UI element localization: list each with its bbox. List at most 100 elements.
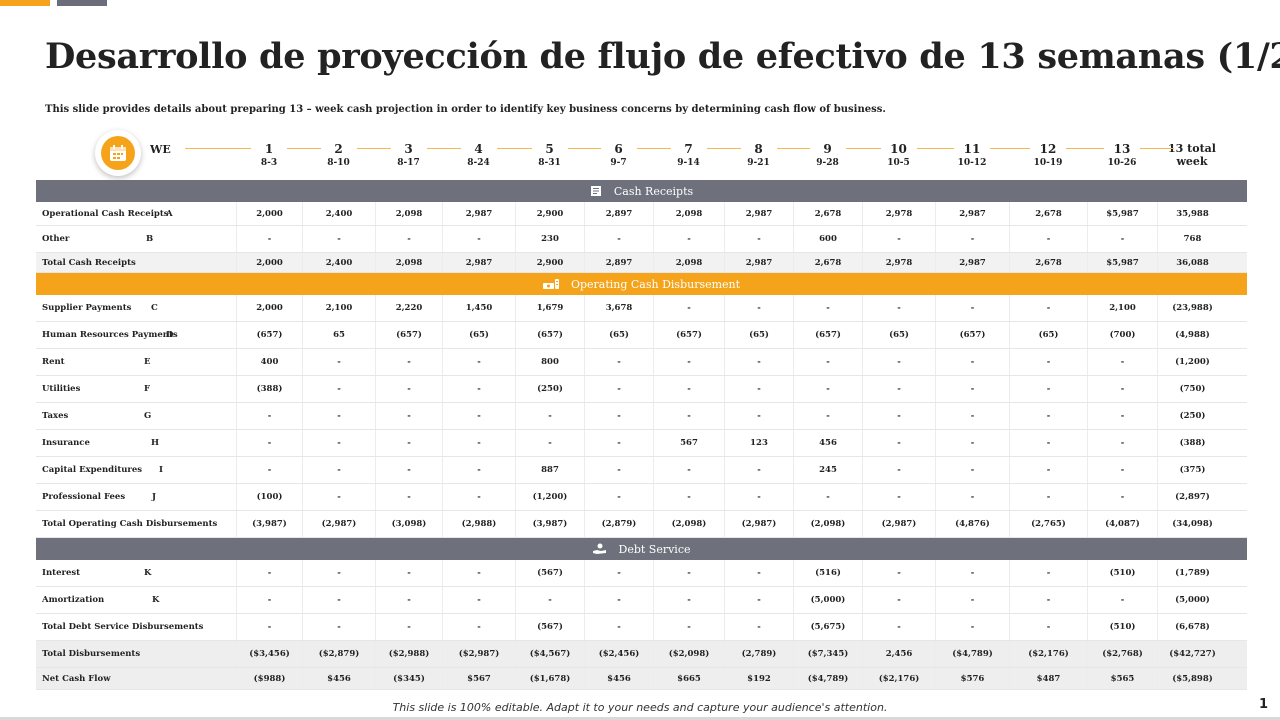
row-label: Net Cash Flow xyxy=(42,673,111,684)
table-cell: - xyxy=(1009,560,1087,586)
table-cell: ($2,879) xyxy=(302,641,375,667)
week-date: 8-31 xyxy=(538,158,561,168)
table-cell: - xyxy=(1087,484,1157,510)
table-cell: 2,678 xyxy=(1009,253,1087,272)
footer-note: This slide is 100% editable. Adapt it to… xyxy=(392,701,888,714)
week-col-5: 5 8-31 xyxy=(525,142,575,170)
table-cell: 123 xyxy=(724,430,793,456)
table-cell: - xyxy=(236,226,302,252)
table-cell: - xyxy=(302,560,375,586)
week-date: 9-21 xyxy=(747,158,770,168)
table-cell: (250) xyxy=(515,376,584,402)
row-label: Insurance xyxy=(42,438,90,448)
table-cell: - xyxy=(375,376,442,402)
table-cell: 2,100 xyxy=(1087,295,1157,321)
table-cell: (657) xyxy=(375,322,442,348)
table-cell: - xyxy=(584,376,653,402)
slide-subtitle: This slide provides details about prepar… xyxy=(45,104,886,115)
table-cell: - xyxy=(375,614,442,640)
table-cell: 2,098 xyxy=(653,202,724,225)
table-cell: 600 xyxy=(793,226,862,252)
table-cell: - xyxy=(935,614,1009,640)
table-cell: - xyxy=(584,587,653,613)
row-label: Rent xyxy=(42,357,65,367)
week-number: 12 xyxy=(1039,142,1057,156)
table-cell: - xyxy=(1087,376,1157,402)
table-cell: - xyxy=(862,295,935,321)
week-number: 6 xyxy=(614,142,623,156)
table-cell: - xyxy=(724,587,793,613)
table-cell: - xyxy=(442,587,515,613)
table-cell: 2,678 xyxy=(1009,202,1087,225)
table-cell: (23,988) xyxy=(1157,295,1227,321)
week-col-6: 6 9-7 xyxy=(594,142,644,170)
table-cell: $5,987 xyxy=(1087,253,1157,272)
table-cell: - xyxy=(862,403,935,429)
table-cell: - xyxy=(584,349,653,375)
table-cell: (250) xyxy=(1157,403,1227,429)
table-cell: 2,098 xyxy=(653,253,724,272)
row-label: Operational Cash Receipts xyxy=(42,208,169,219)
table-cell: - xyxy=(862,430,935,456)
header-connector-line xyxy=(356,148,391,149)
table-cell: 2,400 xyxy=(302,253,375,272)
receipt-icon xyxy=(590,186,601,196)
table-cell: - xyxy=(1009,403,1087,429)
week-date: 10-19 xyxy=(1033,158,1063,168)
header-connector-line xyxy=(636,148,671,149)
table-cell: - xyxy=(236,587,302,613)
table-cell: - xyxy=(302,349,375,375)
table-cell: - xyxy=(236,614,302,640)
table-cell: - xyxy=(375,349,442,375)
table-cell: 2,987 xyxy=(935,202,1009,225)
table-cell: (34,098) xyxy=(1157,511,1227,537)
table-cell: (657) xyxy=(653,322,724,348)
week-col-10: 10 10-5 xyxy=(874,142,924,170)
table-cell: ($2,176) xyxy=(862,668,935,689)
week-number: 8 xyxy=(754,142,763,156)
table-cell: 2,897 xyxy=(584,253,653,272)
table-cell: (65) xyxy=(724,322,793,348)
table-cell: 768 xyxy=(1157,226,1227,252)
header-connector-line xyxy=(916,148,954,149)
table-cell: 2,987 xyxy=(935,253,1009,272)
cash-flow-table: Cash Receipts Operational Cash Receipts A 2… xyxy=(36,180,1247,690)
table-cell: - xyxy=(442,614,515,640)
section-operating-cash-disbursement: Operating Cash Disbursement xyxy=(36,273,1247,295)
table-cell: - xyxy=(442,376,515,402)
table-cell: - xyxy=(1087,457,1157,483)
section-cash-receipts: Cash Receipts xyxy=(36,180,1247,202)
table-cell: (3,098) xyxy=(375,511,442,537)
table-cell: - xyxy=(724,614,793,640)
table-cell: (1,200) xyxy=(515,484,584,510)
calendar-badge xyxy=(95,130,141,176)
table-cell: - xyxy=(653,226,724,252)
total-label-2: week xyxy=(1176,155,1208,168)
table-row: Total Debt Service Disbursements - - - - (567… xyxy=(36,614,1247,641)
table-cell: 230 xyxy=(515,226,584,252)
table-cell: (375) xyxy=(1157,457,1227,483)
table-cell: $5,987 xyxy=(1087,202,1157,225)
table-cell: 2,100 xyxy=(302,295,375,321)
week-date: 8-3 xyxy=(260,158,278,168)
money-icon xyxy=(542,279,559,289)
table-cell: - xyxy=(1009,226,1087,252)
table-cell: - xyxy=(862,560,935,586)
table-cell: ($2,456) xyxy=(584,641,653,667)
row-tag: J xyxy=(152,492,157,502)
row-tag: A xyxy=(166,208,173,219)
table-cell: - xyxy=(1009,587,1087,613)
table-cell: 3,678 xyxy=(584,295,653,321)
table-cell: 2,098 xyxy=(375,202,442,225)
row-label: Interest xyxy=(42,568,81,578)
table-cell: - xyxy=(724,457,793,483)
row-tag: F xyxy=(144,384,151,394)
table-cell: (388) xyxy=(1157,430,1227,456)
table-row: Other B - - - -230- - -600- - - -768 xyxy=(36,226,1247,253)
week-number: 7 xyxy=(684,142,693,156)
table-cell: 2,978 xyxy=(862,253,935,272)
table-row: Interest K - - - - (567) - - - (516) - - - (510) (1,789… xyxy=(36,560,1247,587)
table-cell: (516) xyxy=(793,560,862,586)
row-tag: K xyxy=(144,568,152,578)
header-connector-line xyxy=(845,148,881,149)
